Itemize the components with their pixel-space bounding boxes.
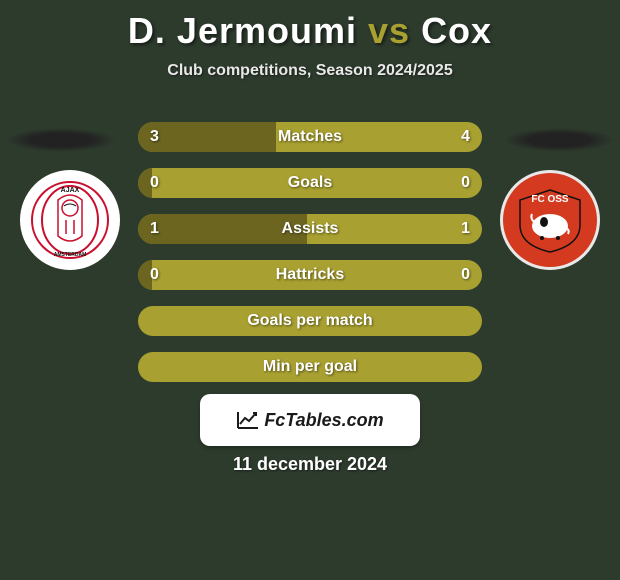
stat-bar-row: 00Goals [138,168,482,198]
bar-label: Hattricks [138,260,482,290]
shadow-left [6,128,116,152]
footer-brand: FcTables.com [236,410,383,431]
footer-brand-box: FcTables.com [200,394,420,446]
team-logo-right: FC OSS [500,170,600,270]
chart-icon [236,410,260,430]
stat-bars: 34Matches 00Goals 11Assists 00Hattricks Goal… [138,122,482,398]
svg-text:FC OSS: FC OSS [531,194,569,205]
team-logo-left: AJAX AMSTERDAM [20,170,120,270]
bar-label: Assists [138,214,482,244]
fc-oss-logo: FC OSS [510,180,590,260]
stat-bar-row: Goals per match [138,306,482,336]
player2-name: Cox [421,10,492,51]
subtitle: Club competitions, Season 2024/2025 [0,62,620,80]
bar-label: Goals per match [138,306,482,336]
stat-bar-row: 34Matches [138,122,482,152]
ajax-logo: AJAX AMSTERDAM [30,180,110,260]
stat-bar-row: Min per goal [138,352,482,382]
shadow-right [504,128,614,152]
stat-bar-row: 00Hattricks [138,260,482,290]
bar-label: Goals [138,168,482,198]
svg-text:AMSTERDAM: AMSTERDAM [54,252,87,258]
stat-bar-row: 11Assists [138,214,482,244]
svg-text:AJAX: AJAX [61,187,80,194]
date-text: 11 december 2024 [0,454,620,475]
footer-brand-text: FcTables.com [264,410,383,431]
bar-label: Matches [138,122,482,152]
player1-name: D. Jermoumi [128,10,357,51]
comparison-title: D. Jermoumi vs Cox [0,0,620,52]
vs-text: vs [368,10,410,51]
bar-label: Min per goal [138,352,482,382]
